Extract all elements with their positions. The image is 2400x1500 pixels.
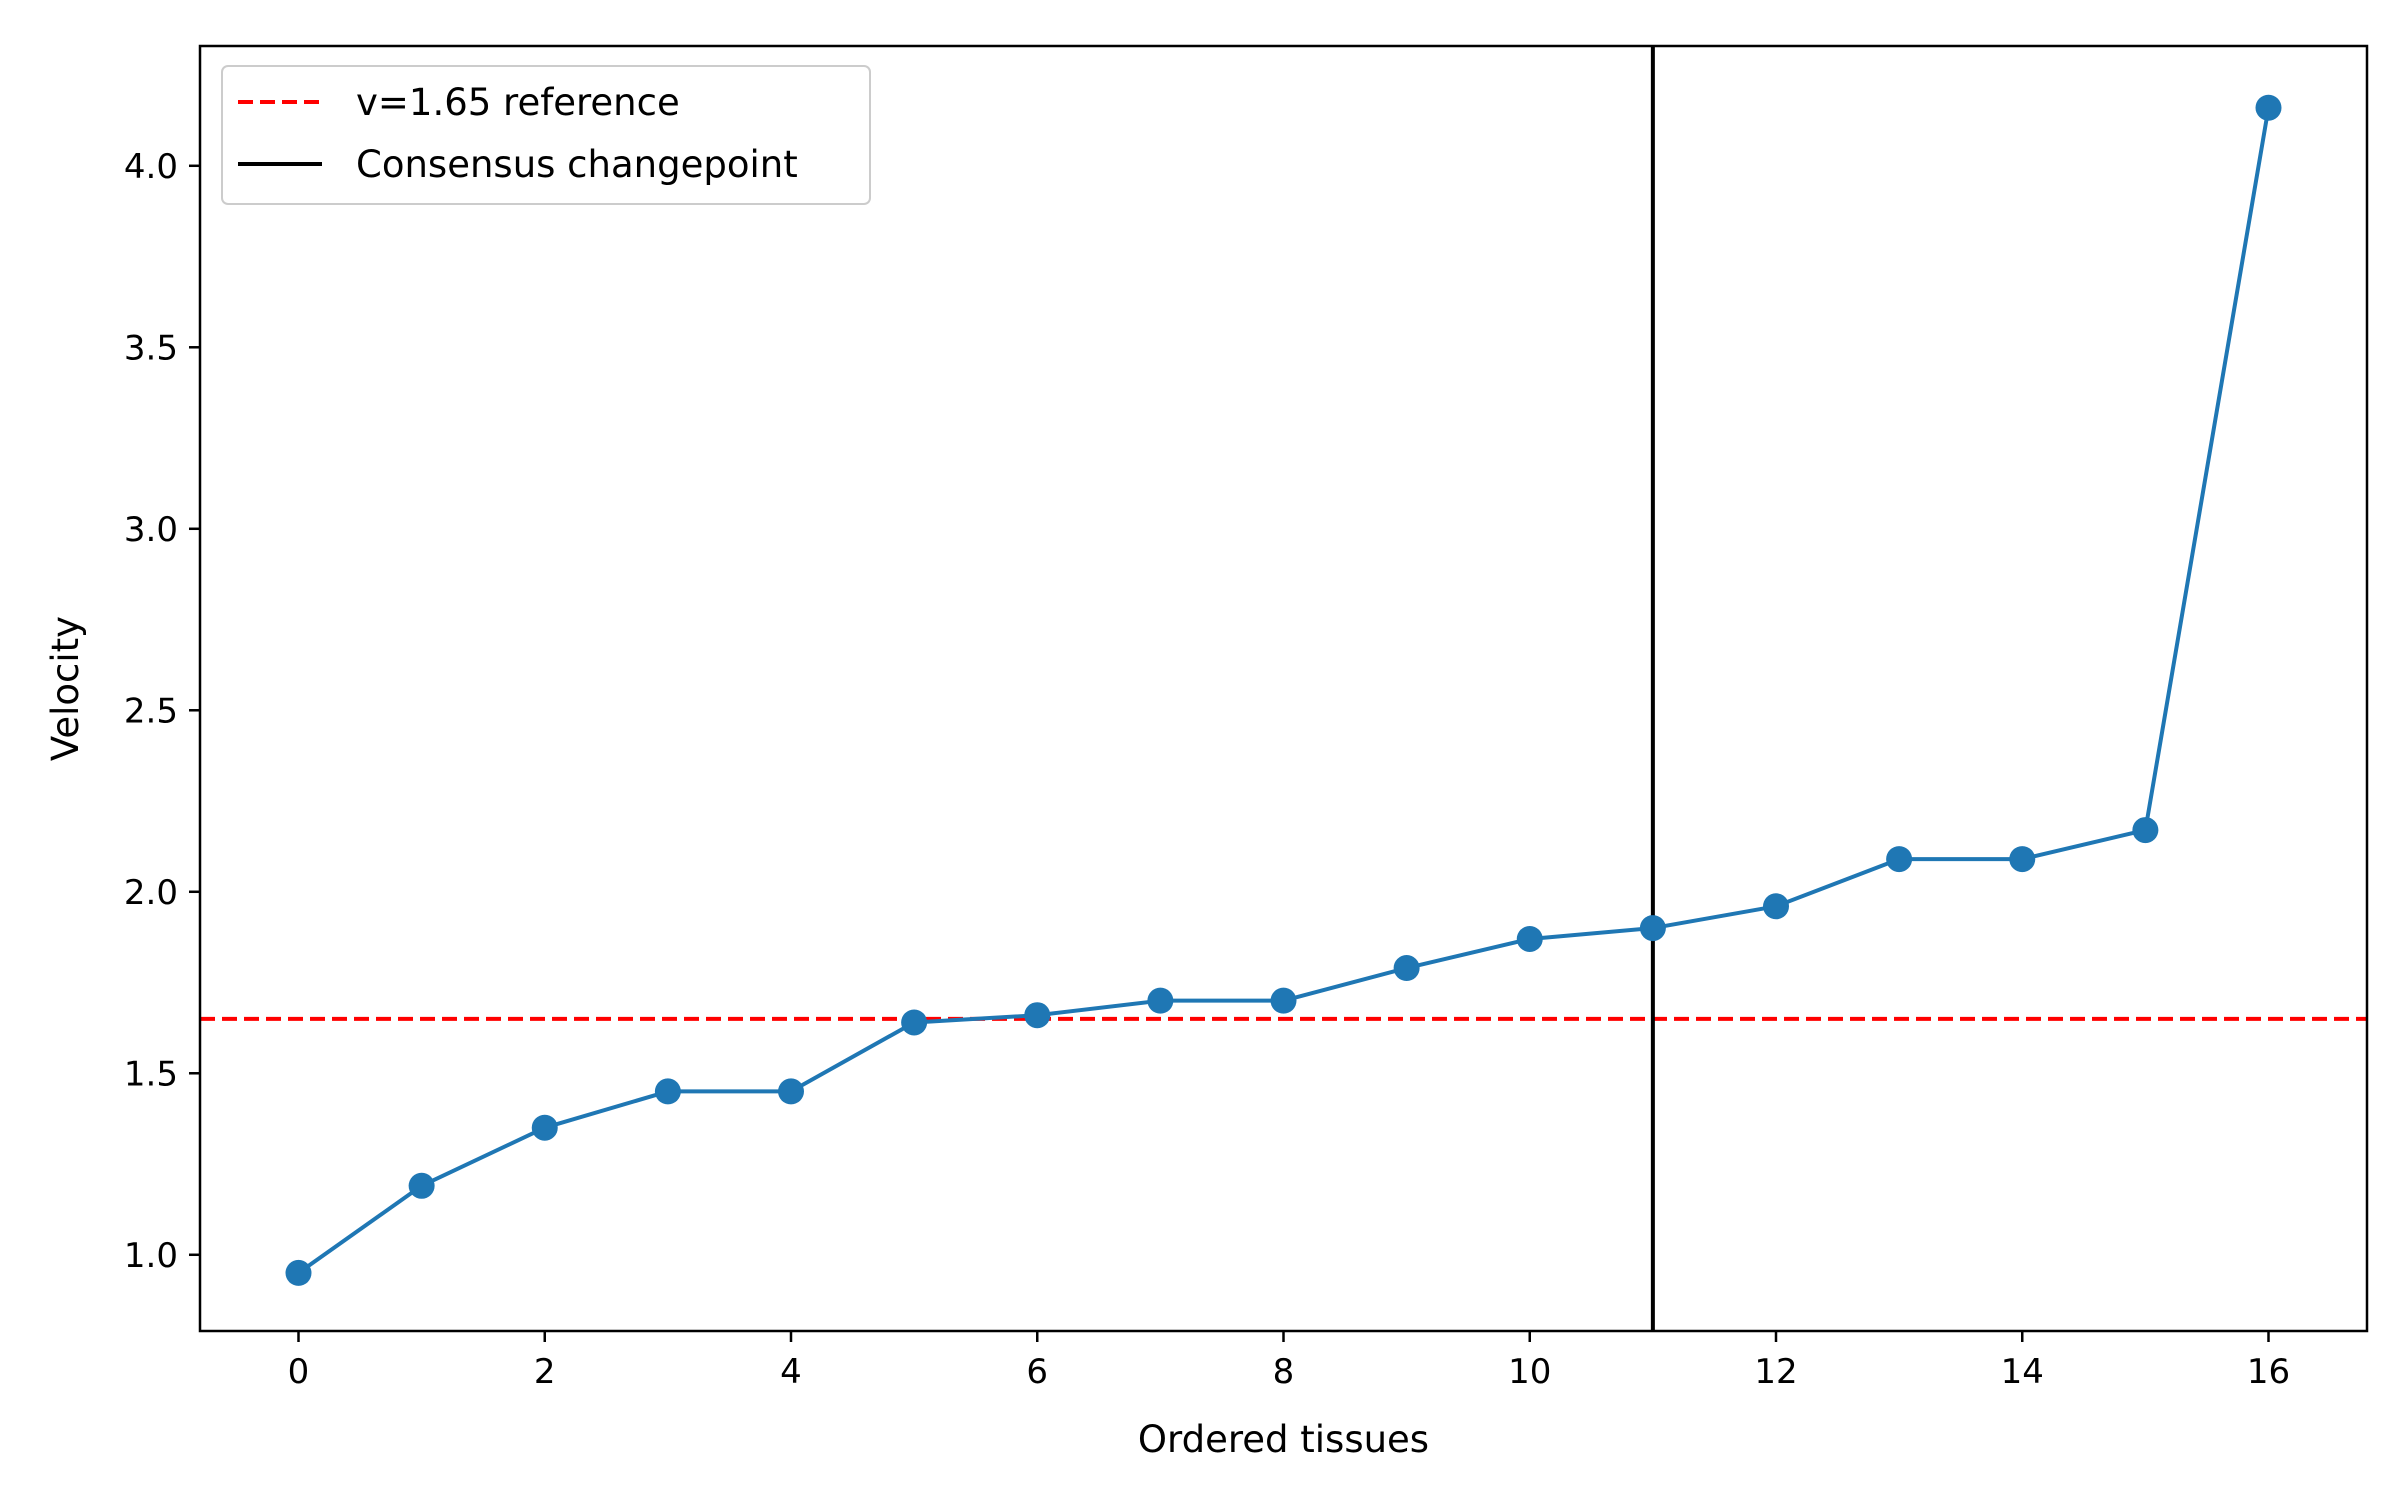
data-point <box>531 1114 558 1141</box>
x-tick-label: 10 <box>1508 1352 1551 1392</box>
y-tick-label: 2.5 <box>124 691 178 731</box>
data-point <box>1639 915 1666 942</box>
x-tick-label: 4 <box>780 1352 802 1392</box>
data-point <box>778 1078 804 1105</box>
data-point <box>901 1009 928 1036</box>
y-tick-label: 3.0 <box>124 510 178 550</box>
y-axis-label: Velocity <box>44 616 87 761</box>
legend-label-changepoint: Consensus changepoint <box>356 143 798 186</box>
legend-label-reference: v=1.65 reference <box>356 81 680 124</box>
data-point <box>2132 817 2159 844</box>
data-point <box>1270 987 1297 1014</box>
y-tick-label: 1.5 <box>124 1054 178 1094</box>
y-tick-label: 1.0 <box>124 1236 178 1276</box>
y-axis-ticks: 1.0 1.5 2.0 2.5 3.0 3.5 4.0 <box>124 147 200 1276</box>
data-point <box>1763 893 1789 920</box>
reference-lines <box>200 46 2367 1331</box>
x-axis-label: Ordered tissues <box>1138 1418 1429 1461</box>
x-tick-label: 2 <box>534 1352 556 1392</box>
data-point <box>1393 955 1420 982</box>
legend: v=1.65 reference Consensus changepoint <box>221 65 871 205</box>
data-point <box>285 1259 312 1286</box>
y-tick-label: 3.5 <box>124 328 178 368</box>
series-layer <box>285 94 2282 1286</box>
data-point <box>2255 94 2282 121</box>
x-tick-label: 6 <box>1026 1352 1048 1392</box>
y-tick-label: 2.0 <box>124 873 178 913</box>
x-tick-label: 12 <box>1754 1352 1797 1392</box>
x-tick-label: 8 <box>1273 1352 1295 1392</box>
data-point <box>1516 925 1543 952</box>
data-point <box>1886 846 1913 873</box>
data-point <box>408 1172 435 1199</box>
data-point <box>654 1078 681 1105</box>
legend-box <box>221 65 871 205</box>
data-point <box>1024 1002 1051 1029</box>
data-point <box>2009 846 2036 873</box>
x-tick-label: 14 <box>2001 1352 2044 1392</box>
y-tick-label: 4.0 <box>124 147 178 187</box>
x-tick-label: 0 <box>288 1352 310 1392</box>
data-point <box>1147 987 1174 1014</box>
x-axis-ticks: 0 2 4 6 8 10 12 14 16 <box>288 1331 2290 1392</box>
x-tick-label: 16 <box>2247 1352 2290 1392</box>
